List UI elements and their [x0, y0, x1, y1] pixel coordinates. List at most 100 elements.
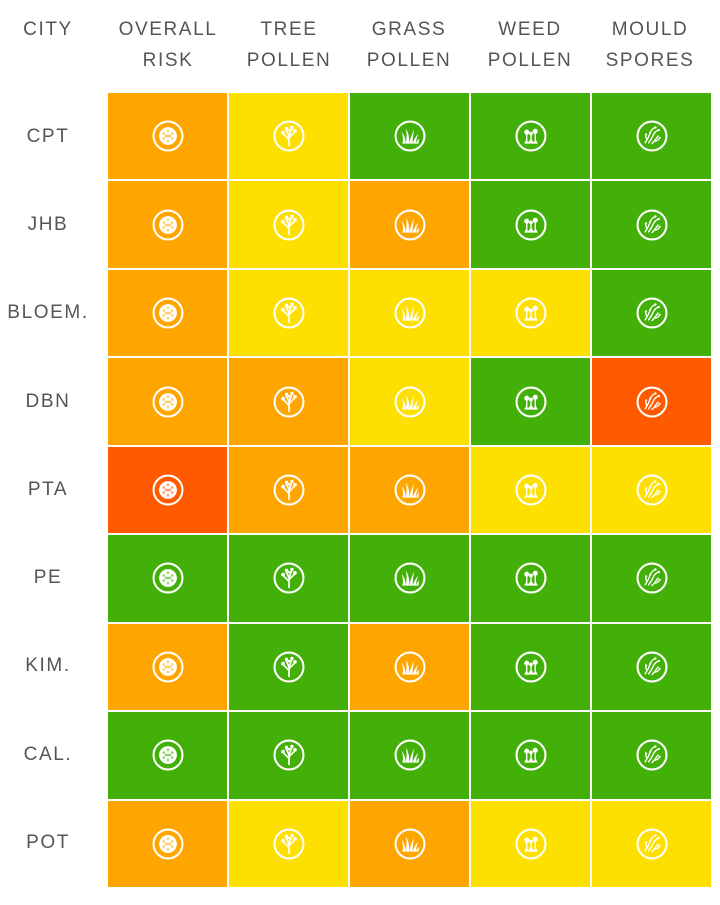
- risk-cell-grass: [350, 712, 469, 799]
- risk-cell-overall: [108, 358, 227, 445]
- risk-cell-weed: [471, 358, 590, 445]
- mould-spores-icon: [636, 651, 667, 683]
- grass-icon: [394, 386, 425, 418]
- risk-cell-weed: [471, 712, 590, 799]
- weed-flower-icon: [515, 474, 546, 506]
- risk-cell-tree: [229, 358, 348, 445]
- city-label: JHB: [27, 214, 69, 236]
- tree-icon: [273, 562, 304, 594]
- weed-flower-icon: [515, 386, 546, 418]
- mould-spores-icon: [636, 828, 667, 860]
- risk-cell-grass: [350, 446, 469, 534]
- weed-flower-icon: [515, 739, 546, 771]
- risk-cell-overall: [108, 712, 227, 799]
- risk-cell-tree: [229, 535, 348, 622]
- mould-spores-icon: [636, 386, 667, 418]
- mould-spores-icon: [636, 120, 667, 152]
- risk-cell-overall: [108, 446, 227, 534]
- risk-cell-tree: [229, 623, 348, 711]
- risk-cell-mould: [592, 446, 711, 534]
- pollen-grain-icon: [152, 562, 183, 594]
- risk-cell-grass: [350, 800, 469, 887]
- pollen-grain-icon: [152, 209, 183, 241]
- column-header-tree-pollen: TREE POLLEN: [246, 19, 332, 71]
- grass-icon: [394, 120, 425, 152]
- tree-icon: [273, 651, 304, 683]
- tree-icon: [273, 474, 304, 506]
- tree-icon: [273, 739, 304, 771]
- risk-cell-overall: [108, 623, 227, 711]
- risk-cell-overall: [108, 181, 227, 268]
- risk-cell-mould: [592, 712, 711, 799]
- tree-icon: [273, 828, 304, 860]
- tree-icon: [273, 209, 304, 241]
- pollen-grain-icon: [152, 651, 183, 683]
- risk-cell-mould: [592, 358, 711, 445]
- risk-cell-weed: [471, 535, 590, 622]
- risk-cell-weed: [471, 93, 590, 180]
- grass-icon: [394, 651, 425, 683]
- mould-spores-icon: [636, 297, 667, 329]
- tree-icon: [273, 120, 304, 152]
- risk-cell-grass: [350, 623, 469, 711]
- pollen-risk-grid: [108, 93, 711, 887]
- mould-spores-icon: [636, 474, 667, 506]
- grass-icon: [394, 209, 425, 241]
- risk-cell-weed: [471, 800, 590, 887]
- weed-flower-icon: [515, 120, 546, 152]
- city-label: BLOEM.: [7, 302, 89, 324]
- risk-cell-overall: [108, 93, 227, 180]
- risk-cell-tree: [229, 181, 348, 268]
- risk-cell-weed: [471, 269, 590, 357]
- risk-cell-overall: [108, 269, 227, 357]
- city-label: PTA: [27, 478, 69, 500]
- risk-cell-weed: [471, 181, 590, 268]
- tree-icon: [273, 386, 304, 418]
- weed-flower-icon: [515, 297, 546, 329]
- city-label: CPT: [26, 126, 70, 147]
- column-header-overall-risk: OVERALL RISK: [118, 19, 218, 71]
- risk-cell-mould: [592, 535, 711, 622]
- risk-cell-tree: [229, 712, 348, 799]
- grass-icon: [394, 474, 425, 506]
- risk-cell-grass: [350, 358, 469, 445]
- risk-cell-mould: [592, 623, 711, 711]
- risk-cell-tree: [229, 446, 348, 534]
- weed-flower-icon: [515, 562, 546, 594]
- tree-icon: [273, 297, 304, 329]
- risk-cell-grass: [350, 93, 469, 180]
- pollen-grain-icon: [152, 739, 183, 771]
- pollen-grain-icon: [152, 474, 183, 506]
- risk-cell-tree: [229, 93, 348, 180]
- risk-cell-grass: [350, 269, 469, 357]
- column-header-mould-spores: MOULD SPORES: [605, 19, 695, 71]
- risk-cell-overall: [108, 535, 227, 622]
- city-label: KIM.: [25, 655, 71, 677]
- risk-cell-mould: [592, 800, 711, 887]
- risk-cell-tree: [229, 800, 348, 887]
- grass-icon: [394, 828, 425, 860]
- pollen-grain-icon: [152, 386, 183, 418]
- grass-icon: [394, 297, 425, 329]
- mould-spores-icon: [636, 562, 667, 594]
- city-label: DBN: [25, 390, 71, 412]
- weed-flower-icon: [515, 828, 546, 860]
- risk-cell-grass: [350, 181, 469, 268]
- weed-flower-icon: [515, 209, 546, 241]
- city-label: PE: [33, 567, 63, 589]
- risk-cell-weed: [471, 446, 590, 534]
- grass-icon: [394, 562, 425, 594]
- risk-cell-overall: [108, 800, 227, 887]
- pollen-grain-icon: [152, 828, 183, 860]
- mould-spores-icon: [636, 739, 667, 771]
- column-header-weed-pollen: WEED POLLEN: [487, 19, 573, 71]
- risk-cell-weed: [471, 623, 590, 711]
- risk-cell-mould: [592, 181, 711, 268]
- column-header-city: CITY: [23, 19, 73, 40]
- risk-cell-mould: [592, 93, 711, 180]
- risk-cell-grass: [350, 535, 469, 622]
- city-label: POT: [26, 831, 70, 853]
- weed-flower-icon: [515, 651, 546, 683]
- risk-cell-mould: [592, 269, 711, 357]
- pollen-grain-icon: [152, 120, 183, 152]
